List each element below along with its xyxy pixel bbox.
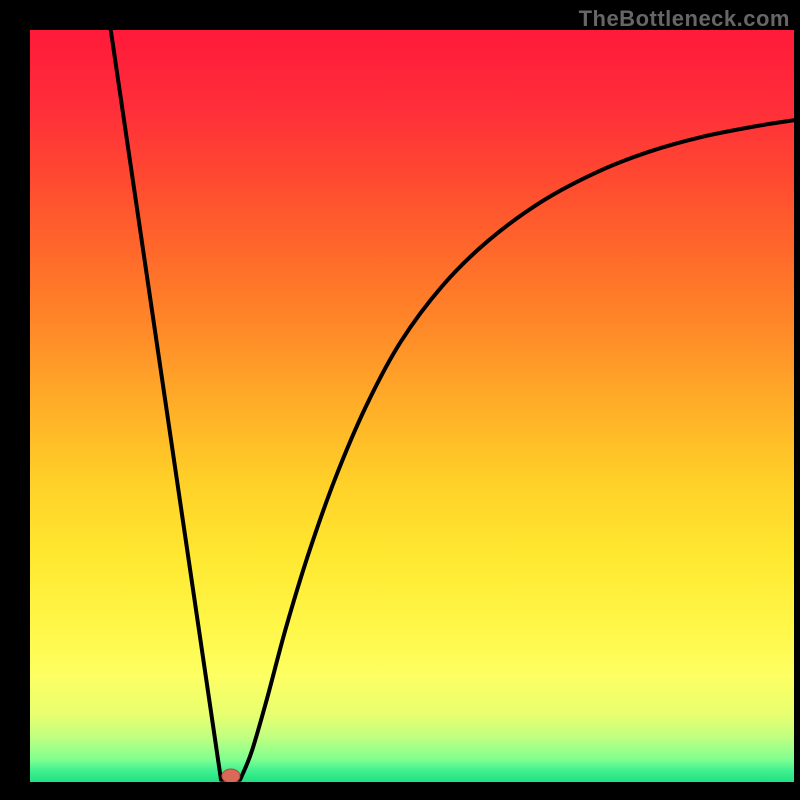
watermark-text: TheBottleneck.com bbox=[579, 6, 790, 32]
optimal-point-marker bbox=[222, 769, 240, 782]
plot-area bbox=[30, 30, 794, 782]
chart-container: TheBottleneck.com bbox=[0, 0, 800, 800]
